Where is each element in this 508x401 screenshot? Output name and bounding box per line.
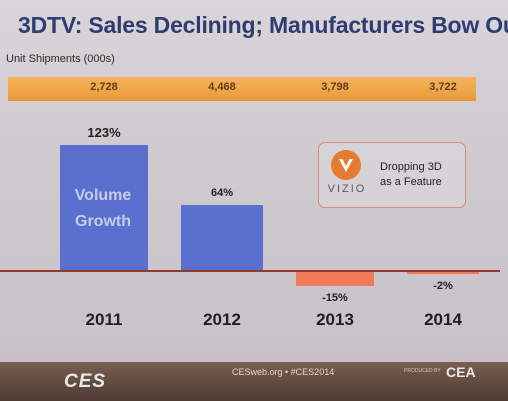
footer-text: CESweb.org • #CES2014 [232, 367, 335, 377]
data-label-2011: 123% [87, 125, 121, 140]
x-tick-2012: 2012 [203, 310, 241, 329]
x-tick-2014: 2014 [424, 310, 462, 329]
bar-2012 [181, 205, 263, 271]
cea-logo: CEA [446, 364, 476, 380]
unit-shipments-label: Unit Shipments (000s) [6, 53, 115, 65]
chart-title: 3DTV: Sales Declining; Manufacturers Bow… [18, 12, 508, 38]
ces-logo: CES [64, 371, 107, 392]
chart-baseline [0, 270, 500, 272]
bar-2011 [60, 145, 148, 271]
bar-annotation-line2: Growth [75, 213, 131, 230]
callout-line1: Dropping 3D [380, 161, 442, 173]
vizio-brand: VIZIO [327, 183, 367, 195]
bar-annotation-line1: Volume [74, 187, 132, 204]
vizio-callout-text: Dropping 3D as a Feature [380, 160, 464, 190]
produced-by-label: PRODUCED BY [404, 368, 441, 374]
data-label-2014: -2% [433, 280, 453, 292]
bar-annotation: Volume Growth [58, 183, 148, 235]
vizio-v-icon [331, 150, 361, 180]
callout-line2: as a Feature [380, 176, 442, 188]
unit-shipments-2013: 3,798 [321, 81, 349, 93]
data-label-2013: -15% [322, 292, 348, 305]
x-tick-2013: 2013 [316, 310, 354, 329]
bar-2014 [407, 271, 479, 274]
unit-shipments-band [8, 77, 476, 101]
unit-shipments-2011: 2,728 [90, 81, 118, 93]
data-label-2012: 64% [210, 187, 234, 200]
x-tick-2011: 2011 [85, 310, 123, 329]
unit-shipments-2012: 4,468 [208, 81, 236, 93]
footer-band [0, 362, 508, 401]
bar-2013 [296, 271, 374, 287]
unit-shipments-2014: 3,722 [429, 81, 457, 93]
